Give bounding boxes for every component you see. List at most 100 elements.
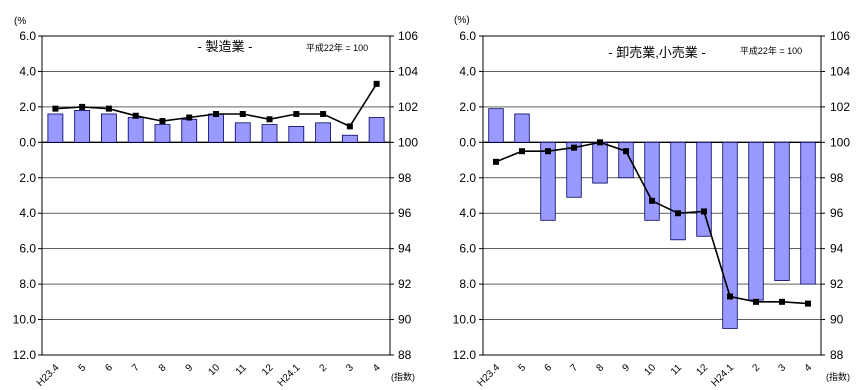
chart2-bar	[618, 141, 634, 179]
chart1-left-unit-label: (%	[14, 16, 26, 27]
chart2-right-tick-label: 98	[830, 171, 844, 185]
chart2-x-tick-label: 7	[568, 362, 580, 374]
chart2-bar	[722, 141, 738, 329]
chart1-left-tick-label: 6.0	[19, 29, 36, 43]
chart2-x-tick-label: 3	[776, 362, 788, 374]
chart1-line-marker	[346, 123, 353, 130]
chart2-line-marker	[493, 158, 499, 165]
chart1-bar	[315, 122, 331, 143]
chart2-right-tick-label: 106	[830, 29, 850, 43]
chart1-left-tick-label: 8.0	[19, 277, 36, 291]
chart2-x-tick-label: H23.4	[475, 362, 502, 389]
chart2-x-tick-label: H24.1	[709, 362, 736, 389]
chart1-left-tick-label: 0.0	[19, 135, 36, 149]
chart1-x-tick-label: 8	[157, 362, 169, 374]
chart2-left-tick-label: 6.0	[459, 242, 476, 256]
chart2-x-tick-label: 4	[802, 362, 814, 374]
chart2-line-marker	[675, 210, 681, 217]
chart1-bar	[288, 125, 305, 143]
chart2-x-tick-label: 6	[542, 362, 554, 374]
chart1-left-tick-label: 6.0	[19, 242, 36, 256]
chart1-bar	[368, 117, 385, 143]
chart2-line-marker	[805, 300, 811, 307]
chart2-bar	[696, 141, 712, 237]
chart1-line-marker	[52, 105, 59, 112]
chart1-left-tick-label: 4.0	[19, 206, 36, 220]
chart2-index-unit-label: (指数)	[826, 371, 850, 382]
chart2-bar	[774, 141, 790, 281]
chart2-bar	[800, 141, 816, 285]
chart2-bar	[540, 141, 556, 221]
chart1-base-year-note: 平成22年 = 100	[306, 42, 368, 53]
chart1-x-tick-label: 10	[206, 362, 222, 378]
chart1-line-marker	[293, 110, 300, 117]
chart2-left-tick-label: 2.0	[459, 171, 476, 185]
chart1-x-tick-label: 7	[130, 362, 142, 374]
chart2-x-tick-label: 12	[694, 362, 710, 378]
chart1-right-tick-label: 96	[398, 206, 412, 220]
chart1-line-marker	[159, 118, 166, 125]
chart2-left-tick-label: 2.0	[459, 100, 476, 114]
chart2-x-tick-label: 2	[750, 362, 762, 374]
chart2-bar	[514, 113, 530, 143]
chart2-bar	[670, 141, 686, 241]
chart1-line-marker	[373, 80, 380, 87]
chart2-line-marker	[545, 148, 551, 155]
chart2-line-marker	[519, 148, 525, 155]
chart2-base-year-note: 平成22年 = 100	[740, 45, 802, 56]
chart2-plot-frame	[482, 35, 822, 356]
chart2-right-tick-label: 96	[830, 206, 844, 220]
chart1-bar	[74, 110, 91, 143]
chart1-bar	[154, 124, 171, 143]
chart1-left-tick-label: 12.0	[13, 348, 37, 362]
chart2-bar	[748, 141, 764, 301]
chart1-right-tick-label: 106	[398, 29, 418, 43]
chart2-right-tick-label: 100	[830, 135, 850, 149]
chart1-bar	[208, 113, 224, 143]
chart1-index-unit-label: (指数)	[391, 371, 415, 382]
chart2-x-tick-label: 11	[669, 362, 684, 377]
chart1-x-tick-label: 6	[103, 362, 115, 374]
chart2-right-tick-label: 104	[830, 64, 850, 78]
chart1-x-tick-label: 4	[371, 362, 383, 374]
chart2-bar	[644, 141, 660, 221]
chart1-right-tick-label: 100	[398, 135, 418, 149]
chart1-left-tick-label: 10.0	[13, 313, 37, 327]
chart2-line-marker	[571, 144, 577, 151]
chart2-left-tick-label: 12.0	[453, 348, 477, 362]
chart1-right-tick-label: 104	[398, 64, 418, 78]
chart1-bar	[341, 134, 358, 143]
chart1-x-tick-label: 12	[260, 362, 276, 378]
chart1-right-tick-label: 92	[398, 277, 412, 291]
chart1-left-tick-label: 2.0	[19, 100, 36, 114]
chart1-bar	[234, 122, 251, 143]
chart1-line-marker	[132, 112, 139, 119]
chart2-x-tick-label: 5	[516, 362, 528, 374]
chart1-right-tick-label: 98	[398, 171, 412, 185]
chart2-line-marker	[753, 298, 759, 305]
chart2-line-marker	[701, 208, 707, 215]
chart1-line-marker	[79, 103, 86, 110]
chart2-left-tick-label: 10.0	[453, 313, 477, 327]
chart2-left-tick-label: 4.0	[459, 206, 476, 220]
chart2-line-marker	[623, 148, 629, 155]
chart2-bar	[566, 141, 582, 198]
chart2-right-tick-label: 92	[830, 277, 844, 291]
chart1-left-tick-label: 2.0	[19, 171, 36, 185]
chart1-bar	[261, 124, 278, 143]
chart1-line-marker	[213, 110, 219, 117]
chart1-right-tick-label: 90	[398, 313, 412, 327]
chart1-line-marker	[266, 116, 273, 123]
chart2-left-unit-label: (%)	[454, 15, 470, 26]
chart1-line-marker	[105, 105, 112, 112]
chart2-line-marker	[779, 298, 785, 305]
chart2-left-tick-label: 4.0	[459, 64, 476, 78]
chart1-chart-title: - 製造業 -	[198, 39, 253, 54]
chart1-bar	[47, 113, 64, 143]
chart1-x-tick-label: 3	[344, 362, 356, 374]
chart1-line-marker	[239, 110, 246, 117]
chart2-x-tick-label: 9	[620, 362, 632, 374]
chart2-bar	[488, 108, 504, 143]
chart2-left-tick-label: 0.0	[459, 135, 476, 149]
